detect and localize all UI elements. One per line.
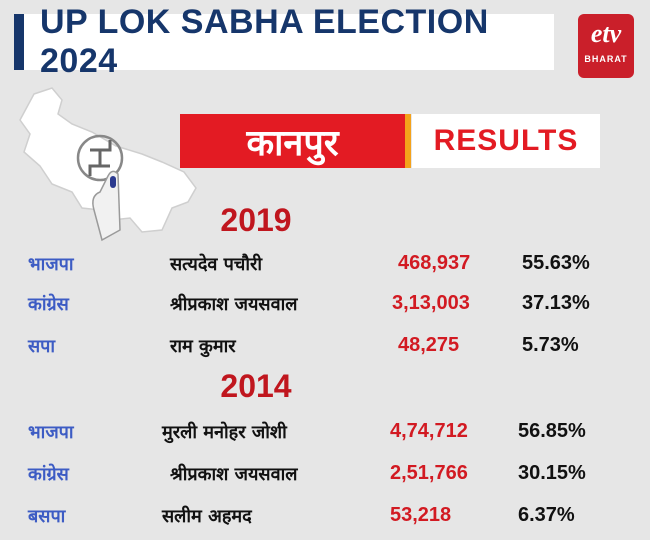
vote-count: 468,937 [398, 252, 471, 274]
up-map-shape [19, 87, 197, 233]
vote-percentage: 5.73% [522, 334, 579, 356]
results-banner: RESULTS [412, 114, 600, 168]
vote-count: 48,275 [398, 334, 460, 356]
party-name: कांग्रेस [28, 294, 69, 315]
party-name: भाजपा [28, 254, 74, 275]
candidate-name: सलीम अहमद [162, 506, 252, 527]
party-name: कांग्रेस [28, 464, 69, 485]
uttar-pradesh-map-illustration [19, 87, 197, 242]
result-row: बसपा सलीम अहमद 53,218 6.37% [0, 500, 650, 534]
year-2014-heading: 2014 [220, 368, 292, 404]
city-name: कानपुर [246, 122, 339, 164]
vote-percentage: 56.85% [518, 420, 586, 442]
result-row: भाजपा मुरली मनोहर जोशी 4,74,712 56.85% [0, 416, 650, 450]
party-name: बसपा [28, 506, 66, 527]
candidate-name: सत्यदेव पचौरी [170, 254, 263, 275]
result-row: सपा राम कुमार 48,275 5.73% [0, 330, 650, 364]
candidate-name: श्रीप्रकाश जयसवाल [170, 464, 298, 485]
results-label: RESULTS [433, 124, 579, 157]
vote-count: 2,51,766 [390, 462, 468, 484]
vote-percentage: 30.15% [518, 462, 586, 484]
vote-percentage: 6.37% [518, 504, 575, 526]
candidate-name: राम कुमार [170, 336, 236, 357]
year-2019-heading: 2019 [220, 202, 292, 238]
etv-bharat-logo: etv BHARAT [578, 14, 634, 78]
candidate-name: श्रीप्रकाश जयसवाल [170, 294, 298, 315]
title-banner: UP LOK SABHA ELECTION 2024 [14, 3, 554, 80]
vote-count: 53,218 [390, 504, 452, 526]
page-title: UP LOK SABHA ELECTION 2024 [40, 3, 489, 80]
logo-mark: etv [590, 19, 622, 48]
vote-percentage: 37.13% [522, 292, 590, 314]
vote-percentage: 55.63% [522, 252, 590, 274]
voting-stamp-icon [76, 134, 124, 182]
logo-subtitle: BHARAT [584, 54, 628, 64]
city-name-banner: कानपुर [180, 114, 411, 168]
party-name: सपा [28, 336, 56, 357]
candidate-name: मुरली मनोहर जोशी [162, 422, 287, 443]
result-row: कांग्रेस श्रीप्रकाश जयसवाल 2,51,766 30.1… [0, 458, 650, 492]
party-name: भाजपा [28, 422, 74, 443]
result-row: भाजपा सत्यदेव पचौरी 468,937 55.63% [0, 248, 650, 282]
inked-finger-icon [92, 170, 121, 242]
result-row: कांग्रेस श्रीप्रकाश जयसवाल 3,13,003 37.1… [0, 288, 650, 322]
vote-count: 3,13,003 [392, 292, 470, 314]
vote-count: 4,74,712 [390, 420, 468, 442]
